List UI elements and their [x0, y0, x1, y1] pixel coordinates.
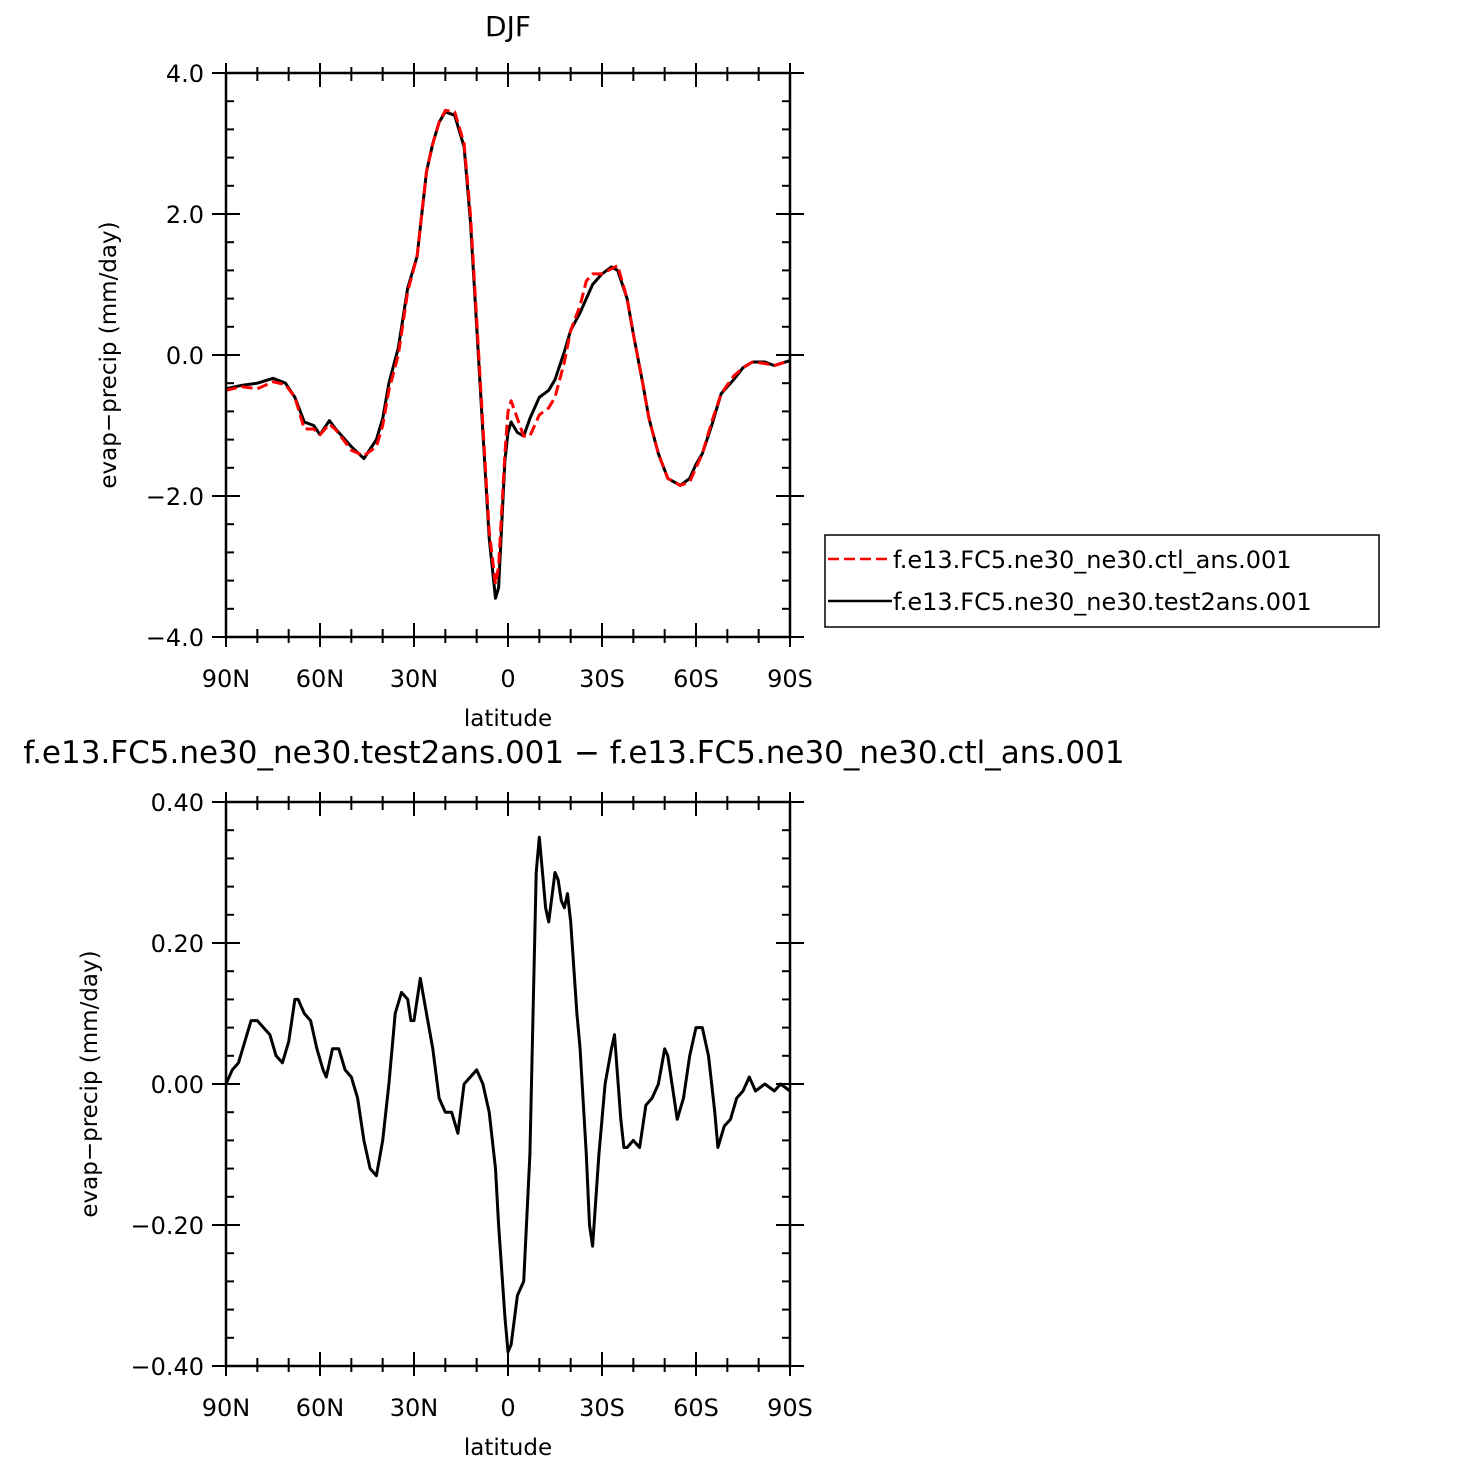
panel-1-frame [224, 71, 792, 639]
x-tick-label: 90N [202, 1394, 251, 1422]
panel-2-title: f.e13.FC5.ne30_ne30.test2ans.001 − f.e13… [23, 735, 1124, 771]
y-tick-label: −4.0 [146, 624, 204, 652]
series-line-test [224, 835, 791, 1354]
x-tick-label: 30N [390, 665, 439, 693]
panel-1-x-tick-labels: 90N 60N 30N 0 30S 60S 90S [202, 665, 813, 693]
panel-2-ylabel: evap−precip (mm/day) [77, 950, 103, 1217]
legend-box [824, 534, 1380, 628]
x-tick-label: 60S [673, 1394, 719, 1422]
difference-panel: f.e13.FC5.ne30_ne30.test2ans.001 − f.e13… [23, 735, 1124, 1461]
legend: f.e13.FC5.ne30_ne30.ctl_ans.001 f.e13.FC… [824, 534, 1380, 628]
y-tick-label: 0.20 [151, 930, 204, 958]
y-tick-label: −0.40 [130, 1353, 204, 1381]
panel-1-ylabel: evap−precip (mm/day) [96, 221, 122, 488]
djf-panel: DJF latitude evap−precip (mm/day) 90N 60N… [96, 10, 813, 732]
x-tick-label: 30S [579, 665, 625, 693]
y-tick-label: 0.40 [151, 789, 204, 817]
panel-2-xlabel: latitude [464, 1435, 552, 1461]
x-tick-label: 30N [390, 1394, 439, 1422]
x-tick-label: 60S [673, 665, 719, 693]
x-tick-label: 0 [500, 1394, 515, 1422]
y-tick-label: 0.00 [151, 1071, 204, 1099]
legend-label-test: f.e13.FC5.ne30_ne30.test2ans.001 [893, 588, 1312, 616]
x-tick-label: 60N [296, 1394, 345, 1422]
panel-1-title: DJF [485, 10, 531, 43]
y-tick-label: −2.0 [146, 483, 204, 511]
legend-label-ctl: f.e13.FC5.ne30_ne30.ctl_ans.001 [893, 546, 1292, 574]
panel-1-series [225, 108, 791, 600]
panel-2-frame [224, 800, 792, 1368]
panel-1-xlabel: latitude [464, 706, 552, 732]
panel-2-x-tick-labels: 90N 60N 30N 0 30S 60S 90S [202, 1394, 813, 1422]
panel-2-series [224, 835, 791, 1354]
x-tick-label: 60N [296, 665, 345, 693]
x-tick-label: 30S [579, 1394, 625, 1422]
panel-2-y-tick-labels: 0.40 0.20 0.00 −0.20 −0.40 [130, 789, 204, 1381]
x-tick-label: 90S [767, 1394, 813, 1422]
y-tick-label: −0.20 [130, 1212, 204, 1240]
x-tick-label: 90N [202, 665, 251, 693]
y-tick-label: 4.0 [166, 60, 204, 88]
panel-2-ticks [212, 792, 804, 1376]
y-tick-label: 0.0 [166, 342, 204, 370]
panel-1-ticks [212, 63, 804, 647]
panel-1-y-tick-labels: 4.0 2.0 0.0 −2.0 −4.0 [146, 60, 204, 652]
y-tick-label: 2.0 [166, 201, 204, 229]
x-tick-label: 0 [500, 665, 515, 693]
series-line-ctl [225, 108, 791, 586]
x-tick-label: 90S [767, 665, 813, 693]
series-line-test [225, 110, 791, 600]
